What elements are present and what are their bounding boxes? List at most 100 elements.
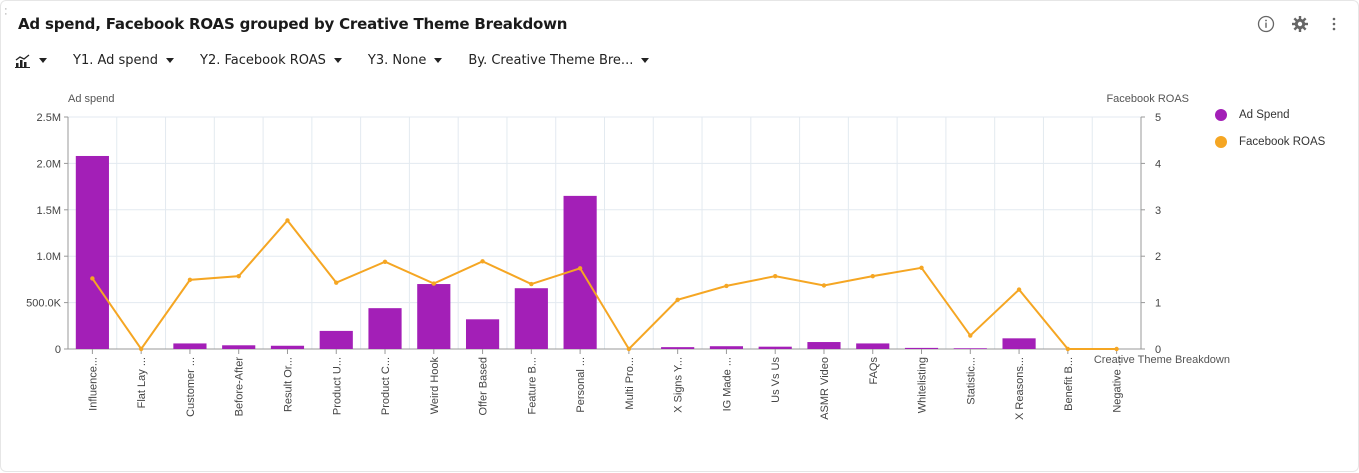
y1-tick-label: 0 — [55, 344, 61, 356]
y3-dropdown[interactable]: Y3. None — [367, 53, 443, 68]
legend-label: Ad Spend — [1239, 108, 1290, 121]
group-by-dropdown[interactable]: By. Creative Theme Bre... — [468, 53, 650, 68]
bar — [270, 345, 305, 349]
roas-point — [870, 273, 875, 279]
y1-label: Y1. Ad spend — [73, 53, 159, 68]
y1-tick-label: 2.0M — [37, 158, 61, 170]
chart-toolbar: Y1. Ad spend Y2. Facebook ROAS Y3. None … — [15, 53, 675, 68]
x-tick-label: Result Or... — [282, 357, 294, 412]
bar — [807, 342, 841, 349]
bar — [417, 284, 451, 349]
header-actions — [1256, 14, 1344, 34]
x-tick-label: Influence... — [87, 357, 99, 411]
roas-point — [968, 333, 973, 338]
roas-line — [91, 218, 1117, 351]
roas-point — [577, 266, 583, 271]
x-tick-label: Product U... — [331, 357, 343, 415]
bar — [75, 155, 109, 349]
info-icon[interactable] — [1256, 14, 1276, 34]
y1-dropdown[interactable]: Y1. Ad spend — [73, 53, 175, 68]
y1-axis-title: Ad spend — [68, 93, 114, 105]
y2-tick-label: 3 — [1155, 205, 1161, 217]
drag-handle-icon[interactable]: · · — [4, 3, 8, 20]
bar — [368, 308, 402, 349]
bar — [904, 347, 939, 349]
roas-point — [1114, 346, 1119, 352]
roas-point — [919, 265, 924, 270]
chevron-down-icon — [641, 58, 650, 63]
roas-point — [1065, 346, 1071, 352]
y2-tick-label: 0 — [1155, 344, 1161, 356]
roas-point — [529, 281, 534, 287]
chart-title: Ad spend, Facebook ROAS grouped by Creat… — [18, 15, 568, 33]
bar — [222, 345, 256, 349]
bar — [319, 330, 353, 349]
bar — [856, 343, 890, 349]
x-tick-label: Benefit B... — [1063, 357, 1075, 411]
y1-tick-label: 2.5M — [37, 112, 61, 124]
bar — [709, 346, 744, 349]
legend-marker — [1215, 108, 1227, 121]
roas-point — [285, 218, 290, 223]
x-tick-label: Statistic... — [965, 357, 977, 405]
x-tick-label: Negative ... — [1112, 357, 1124, 413]
y2-tick-label: 1 — [1155, 298, 1161, 310]
chart-type-dropdown[interactable] — [15, 53, 47, 68]
x-tick-label: Before-After — [234, 357, 246, 417]
x-tick-label: X Signs Y... — [673, 357, 685, 413]
bar — [758, 346, 792, 349]
bar — [173, 343, 207, 349]
x-tick-label: IG Made ... — [721, 357, 733, 411]
y2-axis-title: Facebook ROAS — [1106, 93, 1189, 105]
legend-item-ad-spend[interactable]: Ad Spend — [1215, 101, 1325, 128]
x-tick-label: Personal ... — [575, 357, 587, 413]
more-vertical-icon[interactable] — [1324, 14, 1344, 34]
roas-point — [382, 259, 388, 264]
roas-point — [773, 273, 778, 279]
bar — [514, 288, 548, 349]
roas-point — [626, 346, 632, 352]
y2-tick-label: 2 — [1155, 251, 1161, 263]
roas-point — [1016, 287, 1022, 292]
y2-label: Y2. Facebook ROAS — [200, 53, 326, 68]
group-by-label: By. Creative Theme Bre... — [468, 53, 634, 68]
legend-marker — [1215, 135, 1227, 148]
roas-point — [187, 277, 193, 283]
roas-point — [675, 297, 680, 303]
x-tick-label: Weird Hook — [429, 357, 441, 415]
bar — [563, 195, 597, 349]
y2-dropdown[interactable]: Y2. Facebook ROAS — [200, 53, 342, 68]
chevron-down-icon — [434, 58, 443, 63]
x-tick-label: Multi Pro... — [624, 357, 636, 410]
bar — [953, 348, 987, 349]
y3-label: Y3. None — [367, 53, 427, 68]
roas-point — [90, 276, 95, 281]
roas-point — [431, 281, 436, 286]
roas-point — [821, 283, 827, 288]
x-tick-label: Whitelisting — [917, 357, 929, 413]
roas-point — [138, 346, 144, 352]
chart-legend: Ad Spend Facebook ROAS — [1215, 101, 1325, 155]
bar — [465, 319, 500, 349]
chart-type-icon — [15, 53, 30, 68]
y2-tick-label: 4 — [1155, 158, 1161, 170]
legend-item-facebook-roas[interactable]: Facebook ROAS — [1215, 128, 1325, 155]
y1-tick-label: 1.5M — [37, 205, 61, 217]
gear-icon[interactable] — [1290, 14, 1310, 34]
chevron-down-icon — [39, 58, 47, 63]
x-tick-label: Customer ... — [185, 357, 197, 417]
roas-point — [236, 273, 241, 279]
roas-point — [334, 280, 339, 285]
x-tick-label: Product C... — [380, 357, 392, 415]
roas-point — [724, 283, 729, 289]
bar — [1002, 338, 1036, 349]
x-tick-label: Us Vs Us — [770, 357, 782, 403]
y1-tick-label: 500.0K — [26, 298, 62, 310]
chevron-down-icon — [166, 58, 175, 63]
y2-tick-label: 5 — [1155, 112, 1161, 124]
chevron-down-icon — [333, 58, 342, 63]
x-axis-title: Creative Theme Breakdown — [1094, 354, 1230, 366]
y1-tick-label: 1.0M — [37, 251, 61, 263]
